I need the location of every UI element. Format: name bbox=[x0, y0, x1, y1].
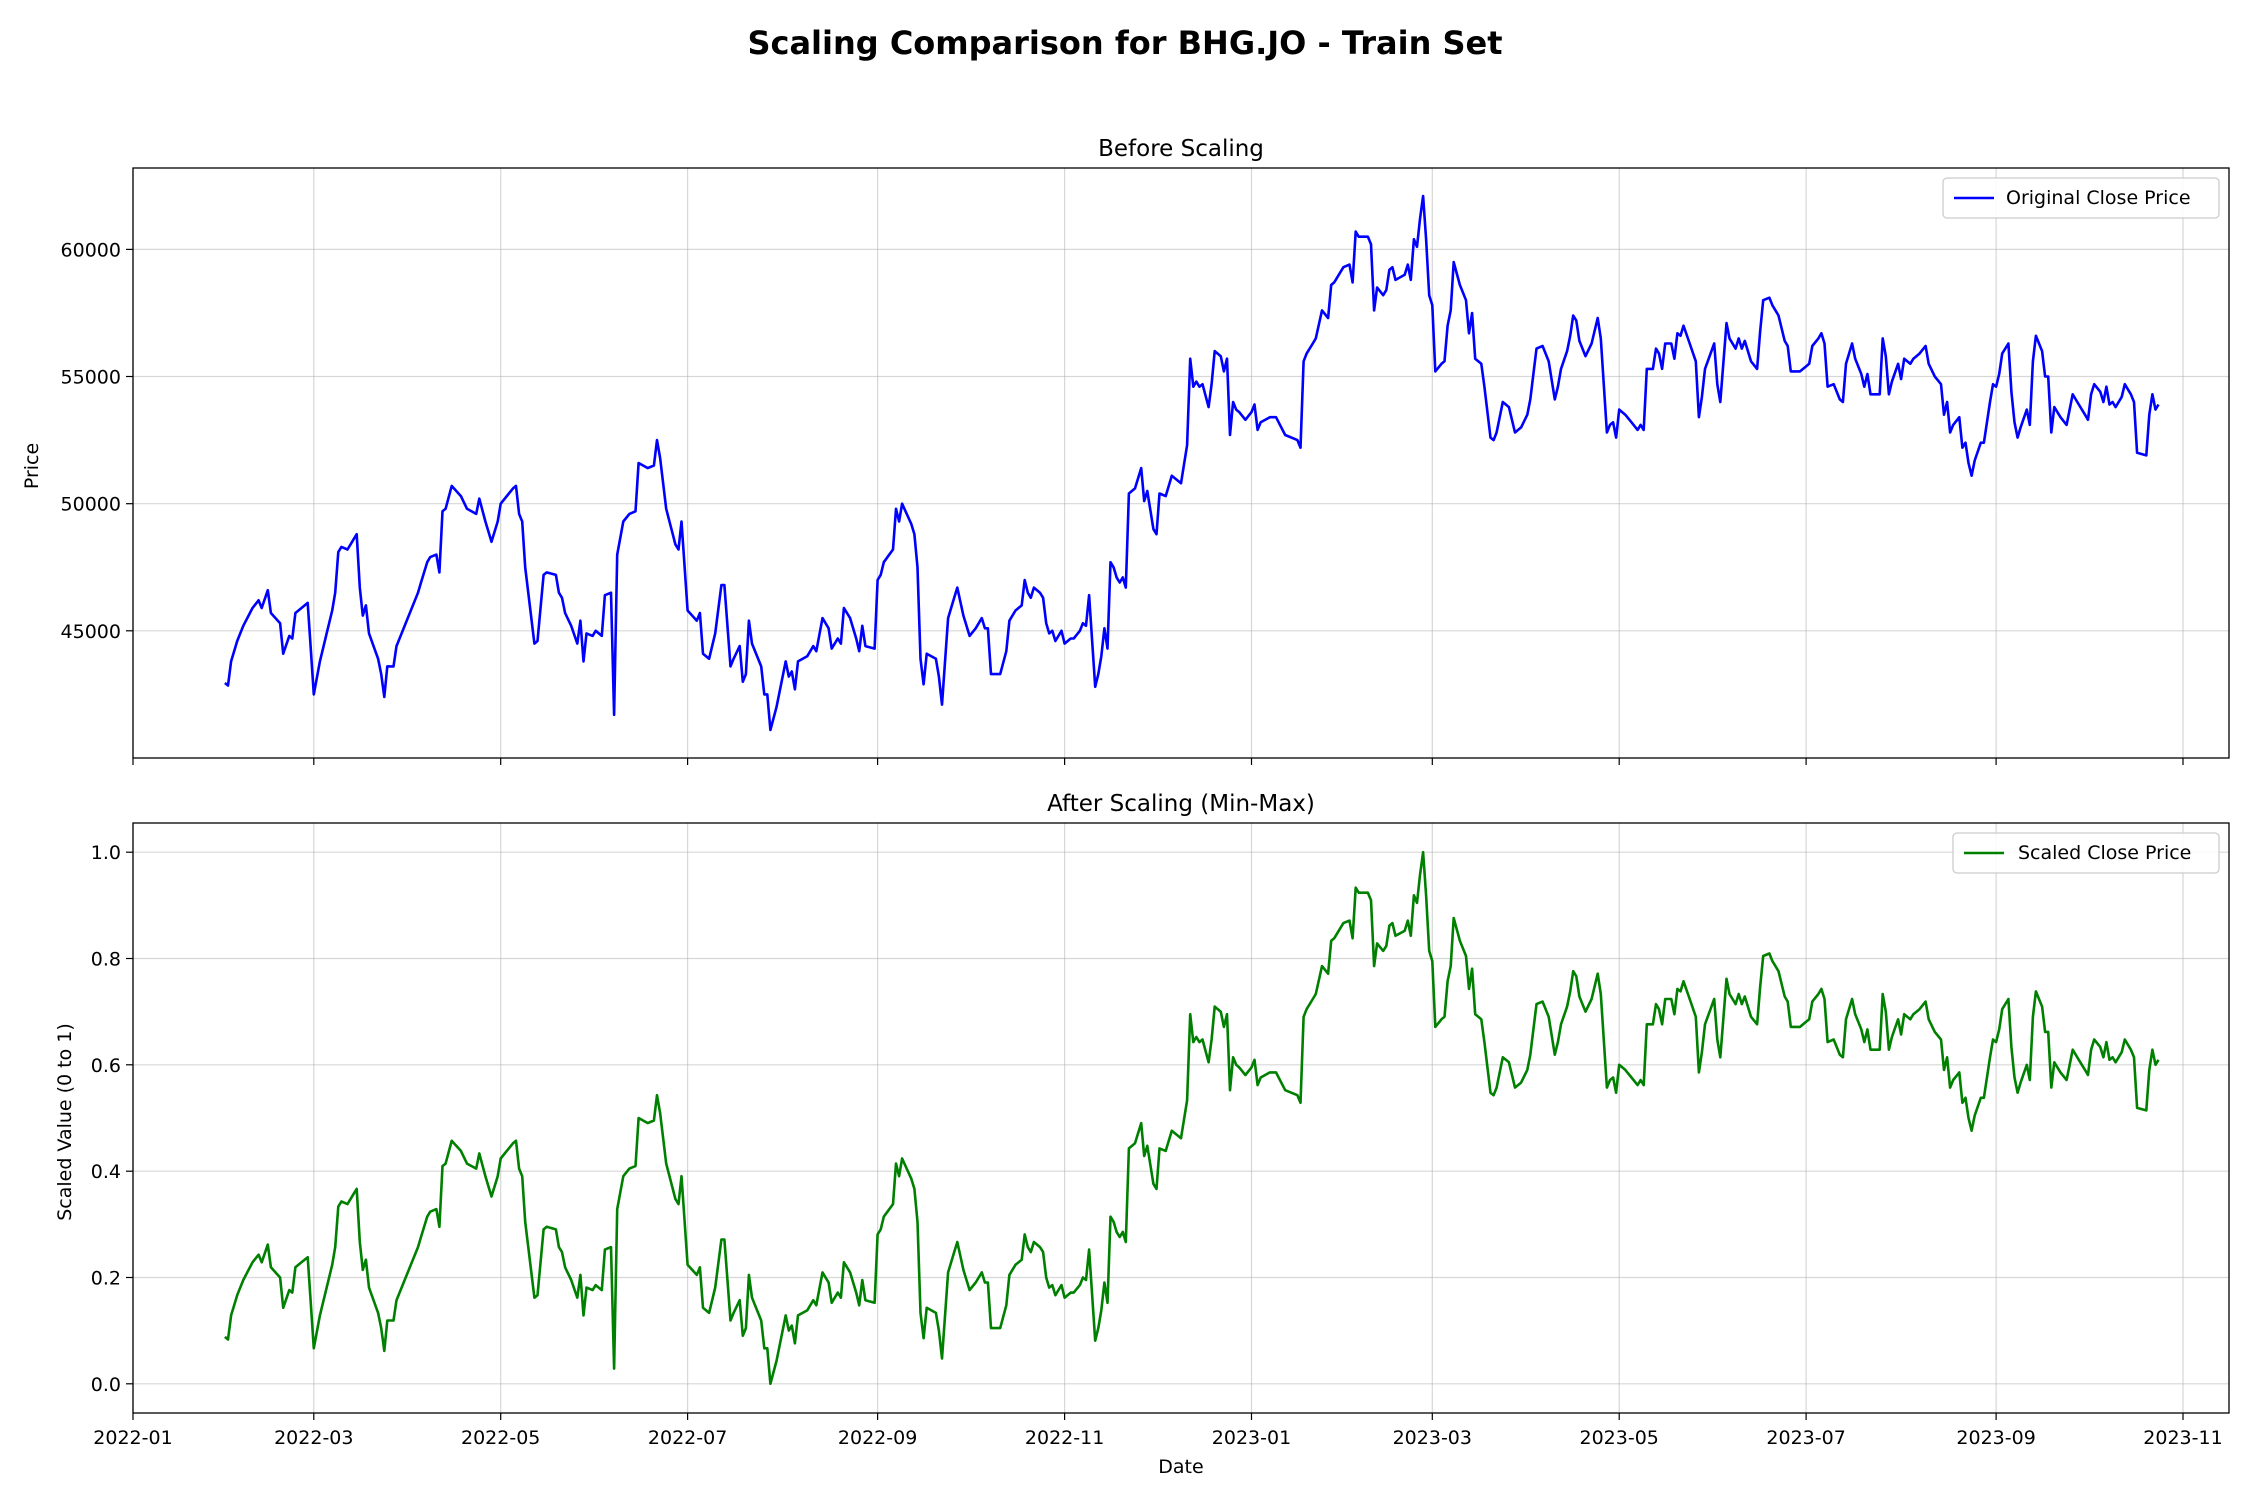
y-tick-label: 0.8 bbox=[91, 949, 121, 971]
x-tick-label: 2022-09 bbox=[838, 1427, 917, 1449]
x-tick-label: 2022-07 bbox=[648, 1427, 727, 1449]
x-tick-label: 2022-05 bbox=[461, 1427, 540, 1449]
legend-box bbox=[1952, 832, 2220, 874]
y-tick-label: 0.4 bbox=[91, 1161, 121, 1183]
after-scaling-grid bbox=[132, 823, 2229, 1413]
y-tick-label: 1.0 bbox=[91, 842, 121, 864]
x-tick-label: 2023-09 bbox=[1956, 1427, 2035, 1449]
after-scaling-plot-frame bbox=[132, 822, 2230, 1414]
x-tick-label: 2023-01 bbox=[1212, 1427, 1291, 1449]
y-tick-label: 0.2 bbox=[91, 1268, 121, 1290]
x-tick-label: 2022-01 bbox=[93, 1427, 172, 1449]
after-scaling-y-axis-label: Scaled Value (0 to 1) bbox=[54, 1023, 76, 1221]
x-tick-label: 2023-05 bbox=[1580, 1427, 1659, 1449]
y-tick-label: 45000 bbox=[61, 621, 121, 643]
y-tick-label: 0.6 bbox=[91, 1055, 121, 1077]
before-scaling-legend: Original Close Price bbox=[1942, 177, 2220, 219]
y-tick-label: 55000 bbox=[61, 367, 121, 389]
x-axis-label: Date bbox=[1158, 1456, 1203, 1478]
y-tick-label: 60000 bbox=[61, 239, 121, 261]
y-tick-label: 50000 bbox=[61, 494, 121, 516]
after-scaling-ticks: 2022-01 2022-03 2022-05 2022-07 2022-09 2022-… bbox=[91, 842, 2223, 1449]
scaled-close-price-line bbox=[224, 850, 2160, 1386]
x-tick-label: 2022-03 bbox=[274, 1427, 353, 1449]
after-scaling-panel: After Scaling (Min-Max) Scaled Value (0 … bbox=[54, 791, 2230, 1478]
before-scaling-plot-frame bbox=[132, 167, 2230, 759]
before-scaling-title: Before Scaling bbox=[1098, 136, 1264, 162]
x-tick-label: 2023-11 bbox=[2143, 1427, 2222, 1449]
original-close-price-line bbox=[224, 194, 2160, 732]
x-tick-label: 2023-07 bbox=[1766, 1427, 1845, 1449]
before-scaling-ticks: 45000 50000 55000 60000 bbox=[61, 239, 2184, 765]
figure-suptitle: Scaling Comparison for BHG.JO - Train Se… bbox=[747, 24, 1502, 62]
after-scaling-legend: Scaled Close Price bbox=[1952, 832, 2220, 874]
x-tick-label: 2022-11 bbox=[1025, 1427, 1104, 1449]
before-scaling-panel: Before Scaling Price 45000 50000 55000 6000… bbox=[21, 136, 2230, 765]
y-tick-label: 0.0 bbox=[91, 1374, 121, 1396]
before-scaling-y-axis-label: Price bbox=[21, 443, 43, 489]
after-scaling-title: After Scaling (Min-Max) bbox=[1047, 791, 1315, 817]
legend-label-original: Original Close Price bbox=[2006, 187, 2191, 209]
x-tick-label: 2023-03 bbox=[1393, 1427, 1472, 1449]
legend-box bbox=[1942, 177, 2220, 219]
legend-label-scaled: Scaled Close Price bbox=[2018, 842, 2191, 864]
